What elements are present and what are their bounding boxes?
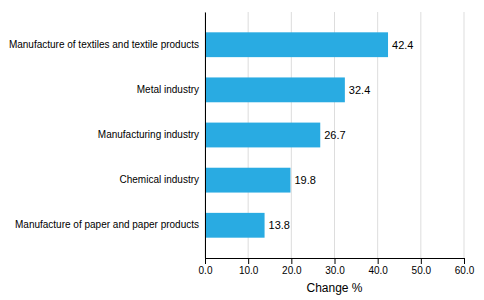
- tick-mark: [335, 258, 336, 264]
- data-label: 19.8: [294, 174, 315, 186]
- x-tick: 50.0: [412, 258, 432, 276]
- x-tick: 40.0: [368, 258, 388, 276]
- data-labels: 13.8 19.8 26.7 32.4 42.4: [269, 39, 414, 232]
- x-tick: 10.0: [239, 258, 259, 276]
- grid-line: [420, 12, 421, 258]
- x-axis-title: Change %: [306, 281, 362, 295]
- tick-label: Metal industry: [137, 84, 199, 95]
- bar: [205, 213, 265, 238]
- data-label: 13.8: [269, 219, 290, 231]
- tick-label: 30.0: [325, 265, 345, 276]
- y-axis: Manufacture of paper and paper products C…: [9, 13, 206, 259]
- bar: [205, 123, 320, 148]
- tick-label: 40.0: [368, 265, 388, 276]
- axis-line: [205, 13, 206, 259]
- grid: [205, 12, 464, 258]
- y-tick: Manufacturing industry: [98, 129, 205, 140]
- x-tick: 30.0: [325, 258, 345, 276]
- y-tick: Metal industry: [137, 84, 205, 95]
- tick-mark: [378, 258, 379, 264]
- grid-line: [464, 12, 465, 258]
- bar: [205, 32, 388, 57]
- bar: [205, 77, 345, 102]
- tick-label: Manufacture of textiles and textile prod…: [9, 39, 199, 50]
- bars: [205, 32, 388, 237]
- tick-mark: [291, 258, 292, 264]
- plot: 0.0 10.0 20.0 30.0 40.0 50.0 60.0 Manufacture o…: [9, 12, 475, 276]
- x-tick: 60.0: [455, 258, 475, 276]
- tick-label: 50.0: [412, 265, 432, 276]
- y-tick: Chemical industry: [120, 174, 205, 185]
- tick-label: Chemical industry: [120, 174, 199, 185]
- tick-label: Manufacturing industry: [98, 129, 199, 140]
- tick-mark: [205, 258, 206, 264]
- y-tick: Manufacture of paper and paper products: [15, 219, 205, 230]
- bar: [205, 168, 290, 193]
- chart: 0.0 10.0 20.0 30.0 40.0 50.0 60.0 Manufacture o…: [0, 0, 484, 300]
- x-axis: 0.0 10.0 20.0 30.0 40.0 50.0 60.0: [199, 258, 475, 276]
- x-tick: 0.0: [199, 258, 213, 276]
- tick-label: Manufacture of paper and paper products: [15, 219, 199, 230]
- tick-mark: [248, 258, 249, 264]
- y-tick: Manufacture of textiles and textile prod…: [9, 39, 205, 50]
- tick-label: 20.0: [282, 265, 302, 276]
- grid-line: [205, 12, 206, 258]
- tick-mark: [464, 258, 465, 264]
- tick-label: 0.0: [199, 265, 213, 276]
- tick-mark: [421, 258, 422, 264]
- x-tick: 20.0: [282, 258, 302, 276]
- data-label: 26.7: [324, 129, 345, 141]
- tick-label: 60.0: [455, 265, 475, 276]
- axis-line: [206, 259, 465, 265]
- data-label: 42.4: [392, 39, 413, 51]
- tick-label: 10.0: [239, 265, 259, 276]
- data-label: 32.4: [349, 84, 370, 96]
